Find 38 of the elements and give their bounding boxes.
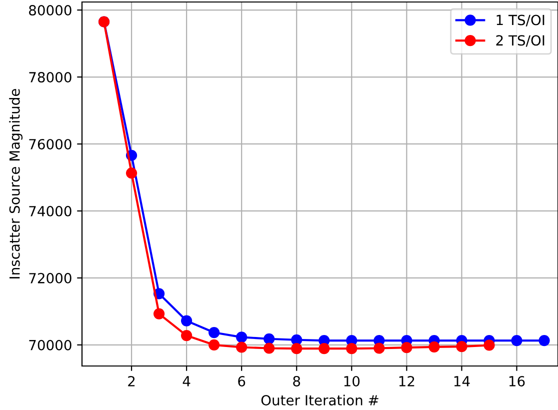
y-tick-label: 78000 [29, 72, 72, 82]
y-tick-label: 76000 [29, 138, 72, 150]
y-tick-label: 80000 [29, 5, 72, 16]
y-axis-title: Inscatter Source Magnitude [9, 88, 23, 278]
point [236, 332, 248, 343]
y-tick-label: 72000 [29, 272, 72, 284]
point [264, 333, 275, 344]
point [346, 343, 358, 354]
point [318, 343, 330, 354]
point [236, 342, 248, 353]
point [181, 330, 192, 342]
y-tick-label: 74000 [29, 206, 72, 216]
point [264, 342, 275, 354]
point [511, 334, 522, 346]
legend-label: 2 TS/OI [496, 35, 544, 47]
x-tick-label: 10 [344, 376, 360, 386]
point [208, 339, 220, 350]
x-tick-label: 14 [454, 376, 470, 386]
point [538, 334, 550, 346]
point [374, 342, 385, 354]
x-tick-label: 16 [509, 376, 525, 386]
point [456, 341, 468, 352]
point [401, 342, 412, 354]
x-tick-label: 8 [293, 376, 300, 386]
x-tick-label: 4 [182, 376, 190, 386]
x-tick-label: 12 [399, 376, 414, 386]
point [428, 341, 440, 352]
point [126, 168, 138, 179]
x-axis-title: Outer Iteration # [261, 394, 378, 406]
x-tick-label: 6 [238, 376, 246, 386]
point [181, 315, 192, 326]
point [153, 308, 165, 320]
point [291, 343, 302, 354]
y-tick-label: 70000 [29, 340, 72, 350]
legend-label: 1 TS/OI [496, 14, 544, 26]
point [484, 340, 495, 351]
point [208, 326, 220, 338]
x-tick-label: 2 [128, 376, 135, 386]
